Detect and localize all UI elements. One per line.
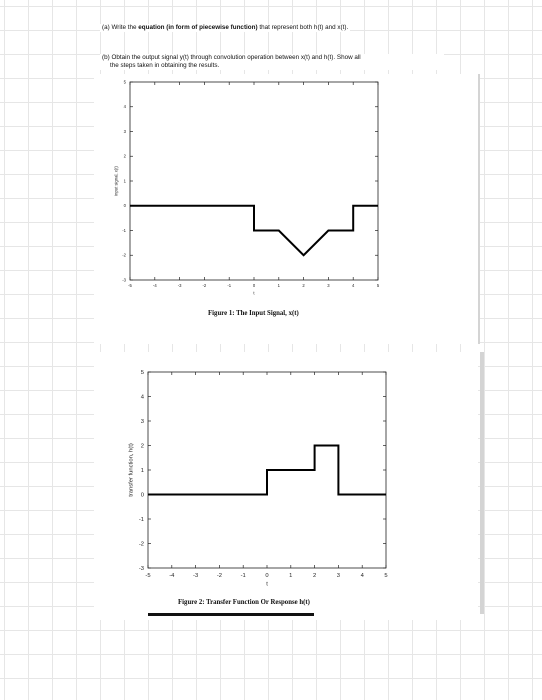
figure-2-caption: Figure 2: Transfer Function Or Response … [176,599,312,606]
question-a-bold: equation (in form of piecewise function) [138,24,258,31]
y-tick-label: -1 [122,228,126,233]
plot-frame [129,81,379,281]
x-tick-label: -3 [193,573,198,579]
figure-1-caption: Figure 1: The Input Signal, x(t) [206,310,301,317]
x-tick-label: 5 [384,573,387,579]
x-tick-label: 1 [289,573,292,579]
y-tick-label: -2 [139,542,144,548]
x-tick-label: -5 [128,283,132,288]
y-tick-label: -1 [139,517,144,523]
x-tick-label: -2 [203,283,207,288]
chart-input-signal: -5 -4 -3 -2 -1 0 1 2 3 4 5 -3 -2 -1 0 1 2 3 4 5 t input signa… [114,79,380,295]
x-tick-label: 5 [377,283,380,288]
question-b-line1: (b) Obtain the output signal y(t) throug… [102,54,361,61]
y-tick-label: 0 [124,203,127,208]
y-tick-label: -3 [139,566,144,572]
x-tick-label: 0 [253,283,256,288]
y-tick-label: 1 [141,468,144,474]
y-tick-label: 3 [141,419,144,425]
x-tick-label: 3 [337,573,340,579]
x-axis-label: t [253,290,255,295]
x-tick-label: -4 [153,283,157,288]
x-tick-label: 3 [327,283,330,288]
y-tick-label: -2 [122,253,126,258]
y-tick-label: 3 [124,129,127,134]
y-tick-label: 0 [141,493,144,499]
x-tick-label: -1 [227,283,231,288]
y-tick-label: -3 [122,277,126,282]
y-axis-label: transfer function, h(t) [128,443,134,497]
y-tick-label: 4 [124,104,127,109]
x-tick-label: 0 [265,573,268,579]
series-line-2-0 [148,444,386,496]
x-tick-label: 4 [352,283,355,288]
x-tick-label: 1 [278,283,281,288]
page-edge-right-lower [480,352,484,614]
y-tick-label: 5 [141,370,144,376]
y-axis-label: input signal, x(t) [114,166,119,196]
series-line-1-0 [130,204,378,257]
x-tick-label: -3 [178,283,182,288]
page-edge-right [476,74,480,344]
question-b: (b) Obtain the output signal y(t) throug… [100,54,444,70]
x-tick-label: -2 [217,573,222,579]
y-tick-label: 2 [124,154,127,159]
x-tick-label: 2 [313,573,316,579]
question-a-suffix: that represent both h(t) and x(t). [257,24,349,31]
chart-transfer-function: -5 -4 -3 -2 -1 0 1 2 3 4 5 -3 -2 -1 0 1 2 3 4 5 t transfer fu… [128,370,387,588]
x-axis-label: t [266,582,268,588]
x-tick-label: -4 [169,573,175,579]
x-tick-label: -5 [145,573,150,579]
question-a-prefix: (a) Write the [102,24,139,31]
x-tick-label: 4 [361,573,365,579]
question-b-line2: the steps taken in obtaining the results… [110,62,220,69]
y-tick-label: 4 [141,395,145,401]
y-tick-label: 1 [124,178,127,183]
caption-underline [148,613,314,616]
x-tick-label: -1 [241,573,246,579]
y-tick-label: 2 [141,444,144,450]
y-tick-label: 5 [124,79,127,84]
x-tick-label: 2 [302,283,305,288]
question-a: (a) Write the equation (in form of piece… [100,24,351,32]
